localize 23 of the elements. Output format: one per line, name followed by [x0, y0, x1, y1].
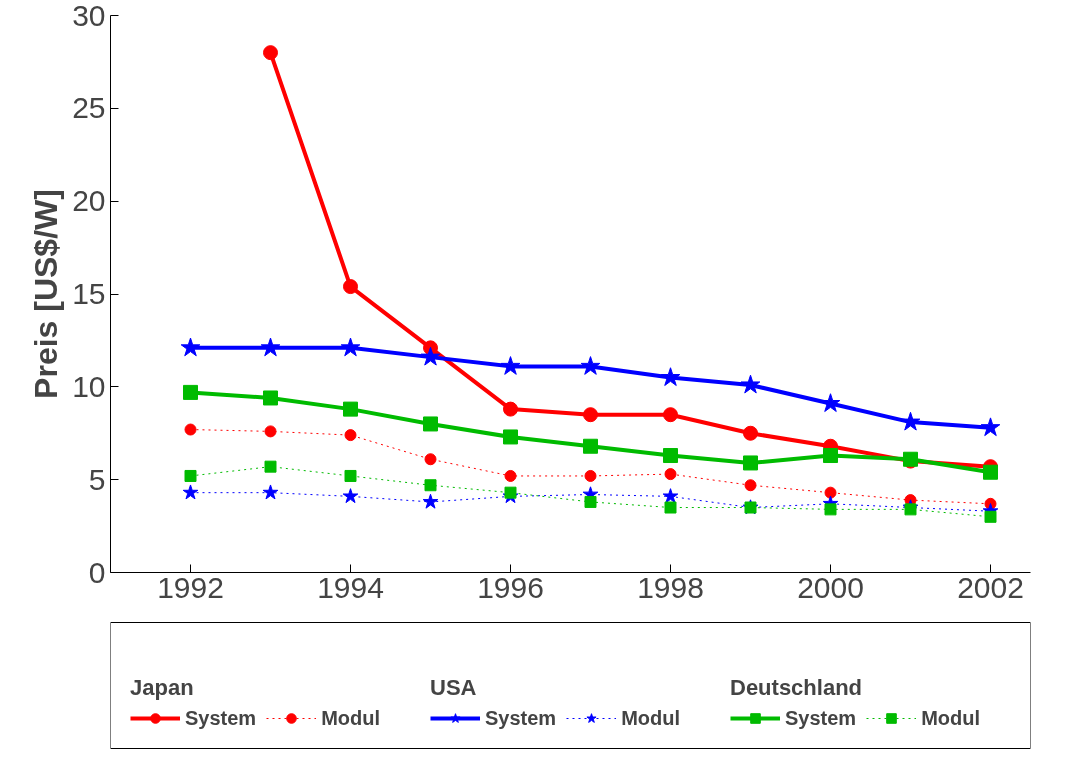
- legend-label: Modul: [621, 706, 681, 730]
- y-tick-label: 0: [88, 555, 106, 589]
- legend-label: Modul: [321, 706, 381, 730]
- x-tick-label: 1998: [637, 570, 704, 604]
- y-tick-label: 30: [72, 0, 106, 32]
- legend-label: System: [485, 706, 557, 730]
- y-tick-label: 10: [72, 369, 106, 403]
- text: Japan: [130, 675, 195, 701]
- x-tick-label: 2002: [957, 570, 1024, 604]
- y-axis-title: Preis [US$/W]: [28, 189, 65, 399]
- x-tick-label: 1996: [477, 570, 544, 604]
- y-tick-label: 25: [72, 91, 106, 125]
- y-tick-label: 20: [72, 184, 106, 218]
- text: Deutschland: [730, 675, 864, 701]
- y-tick-label: 5: [88, 462, 106, 496]
- y-tick-label: 15: [72, 277, 106, 310]
- legend-label: System: [185, 706, 257, 730]
- text: USA: [430, 675, 478, 701]
- x-tick-label: 2000: [797, 570, 864, 604]
- x-tick-label: 1992: [157, 570, 224, 604]
- legend-label: System: [785, 706, 857, 730]
- x-tick-label: 1994: [317, 570, 384, 604]
- legend-label: Modul: [921, 706, 981, 730]
